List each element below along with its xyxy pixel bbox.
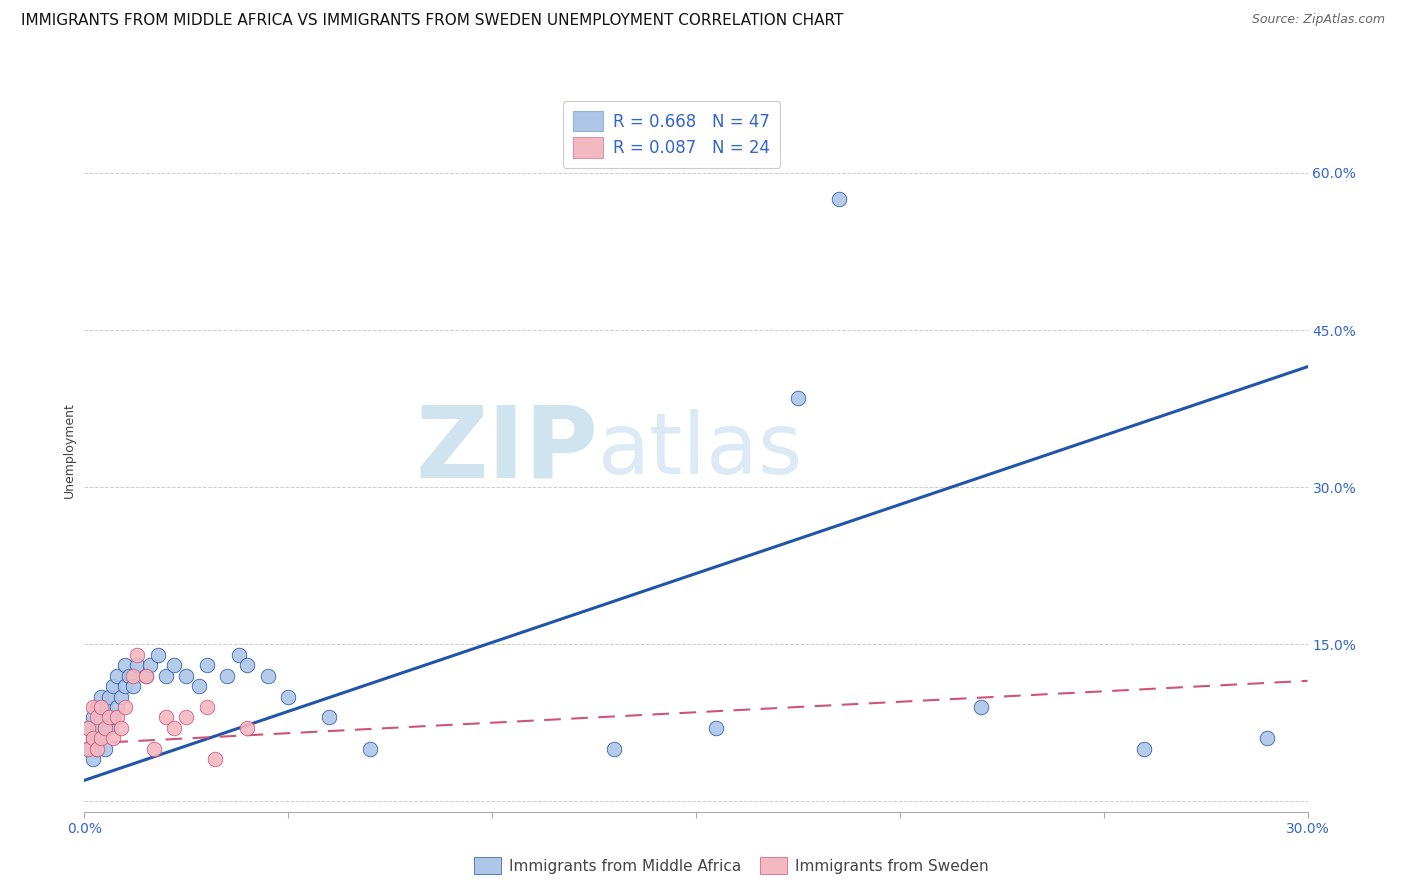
Point: [77, 742, 100, 756]
Point: [155, 710, 177, 724]
Point: [86, 710, 108, 724]
Point: [217, 668, 239, 682]
Point: [163, 658, 186, 673]
Point: [101, 731, 124, 746]
Point: [138, 658, 160, 673]
Point: [93, 742, 115, 756]
Point: [127, 658, 149, 673]
Point: [86, 742, 108, 756]
Point: [90, 700, 112, 714]
Point: [174, 668, 197, 682]
Point: [82, 710, 104, 724]
Point: [359, 742, 381, 756]
Point: [706, 721, 728, 735]
Point: [114, 700, 136, 714]
Point: [122, 679, 145, 693]
Point: [122, 668, 145, 682]
Point: [114, 679, 136, 693]
Point: [228, 648, 250, 662]
Point: [82, 731, 104, 746]
Point: [236, 721, 259, 735]
Point: [187, 679, 209, 693]
Point: [118, 668, 141, 682]
Point: [195, 658, 218, 673]
Point: [77, 721, 100, 735]
Point: [828, 192, 851, 206]
Point: [970, 700, 993, 714]
Point: [142, 742, 165, 756]
Point: [114, 658, 136, 673]
Point: [110, 721, 132, 735]
Point: [90, 710, 112, 724]
Point: [101, 710, 124, 724]
Point: [1133, 742, 1156, 756]
Point: [135, 668, 157, 682]
Point: [277, 690, 299, 704]
Point: [163, 721, 186, 735]
Text: Source: ZipAtlas.com: Source: ZipAtlas.com: [1251, 13, 1385, 27]
Point: [90, 731, 112, 746]
Point: [787, 391, 810, 405]
Point: [86, 700, 108, 714]
Point: [101, 679, 124, 693]
Point: [82, 731, 104, 746]
Point: [236, 658, 259, 673]
Point: [86, 742, 108, 756]
Point: [86, 721, 108, 735]
Text: IMMIGRANTS FROM MIDDLE AFRICA VS IMMIGRANTS FROM SWEDEN UNEMPLOYMENT CORRELATION: IMMIGRANTS FROM MIDDLE AFRICA VS IMMIGRA…: [21, 13, 844, 29]
Point: [146, 648, 169, 662]
Point: [93, 721, 115, 735]
Point: [174, 710, 197, 724]
Point: [97, 721, 120, 735]
Point: [603, 742, 626, 756]
Point: [77, 721, 100, 735]
Point: [105, 668, 128, 682]
Point: [77, 742, 100, 756]
Text: ZIP: ZIP: [415, 402, 598, 499]
Point: [110, 690, 132, 704]
Point: [90, 690, 112, 704]
Point: [204, 752, 226, 766]
Point: [318, 710, 340, 724]
Legend: R = 0.668   N = 47, R = 0.087   N = 24: R = 0.668 N = 47, R = 0.087 N = 24: [562, 101, 780, 168]
Y-axis label: Unemployment: Unemployment: [63, 402, 76, 499]
Legend: Immigrants from Middle Africa, Immigrants from Sweden: Immigrants from Middle Africa, Immigrant…: [468, 851, 994, 880]
Point: [97, 710, 120, 724]
Point: [82, 700, 104, 714]
Point: [93, 700, 115, 714]
Point: [93, 721, 115, 735]
Point: [105, 710, 128, 724]
Point: [155, 668, 177, 682]
Point: [135, 668, 157, 682]
Point: [105, 700, 128, 714]
Point: [257, 668, 280, 682]
Point: [1256, 731, 1278, 746]
Point: [127, 648, 149, 662]
Point: [90, 731, 112, 746]
Point: [97, 690, 120, 704]
Text: atlas: atlas: [598, 409, 803, 492]
Point: [82, 752, 104, 766]
Point: [195, 700, 218, 714]
